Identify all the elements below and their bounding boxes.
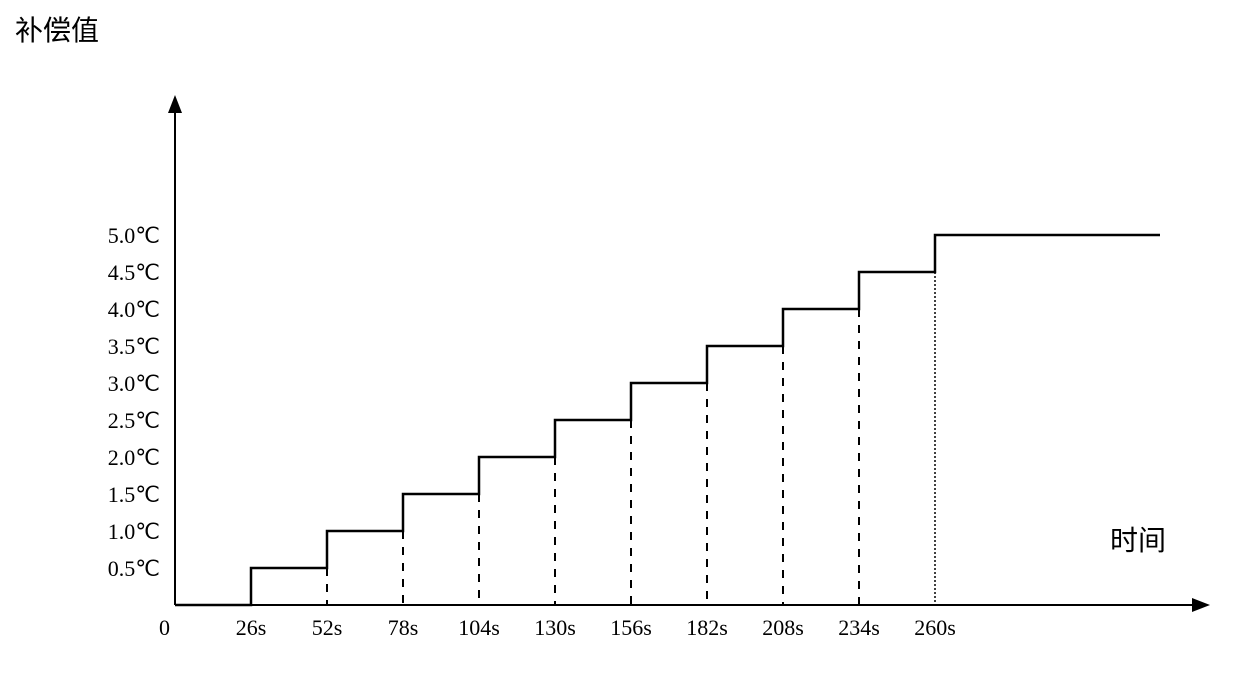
x-tick-label: 130s — [534, 615, 576, 640]
y-tick-label: 0.5℃ — [108, 556, 160, 581]
y-tick-label: 1.5℃ — [108, 482, 160, 507]
y-tick-label: 3.5℃ — [108, 334, 160, 359]
y-tick-label: 2.0℃ — [108, 445, 160, 470]
y-tick-label: 1.0℃ — [108, 519, 160, 544]
x-tick-label: 156s — [610, 615, 652, 640]
x-tick-label: 182s — [686, 615, 728, 640]
y-axis-arrow — [168, 95, 182, 113]
x-tick-label: 52s — [312, 615, 343, 640]
y-tick-label: 3.0℃ — [108, 371, 160, 396]
origin-label: 0 — [159, 615, 170, 640]
step-plot-line — [175, 235, 1160, 605]
y-tick-label: 2.5℃ — [108, 408, 160, 433]
x-axis-title: 时间 — [1110, 525, 1166, 557]
x-tick-label: 234s — [838, 615, 880, 640]
x-axis-arrow — [1192, 598, 1210, 612]
x-tick-label: 26s — [236, 615, 267, 640]
x-tick-label: 260s — [914, 615, 956, 640]
y-tick-label: 5.0℃ — [108, 223, 160, 248]
x-tick-label: 208s — [762, 615, 804, 640]
step-chart: 补偿值时间 0 0.5℃ 1.0℃ 1.5℃ 2.0℃ 2.5℃ 3.0℃ 3.5℃ 4.0℃ 4.… — [0, 0, 1239, 674]
y-axis-title: 补偿值 — [15, 15, 99, 47]
y-tick-label: 4.0℃ — [108, 297, 160, 322]
x-tick-label: 104s — [458, 615, 500, 640]
x-tick-label: 78s — [388, 615, 419, 640]
y-tick-label: 4.5℃ — [108, 260, 160, 285]
